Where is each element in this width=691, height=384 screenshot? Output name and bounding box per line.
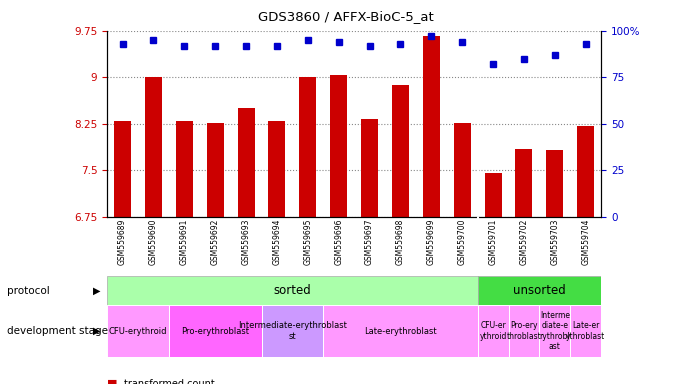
Bar [477, 305, 509, 357]
Bar [577, 126, 594, 384]
Bar [238, 108, 254, 384]
Text: GSM559696: GSM559696 [334, 218, 343, 265]
Text: Interme
diate-e
rythrobl
ast: Interme diate-e rythrobl ast [540, 311, 570, 351]
Text: GSM559702: GSM559702 [520, 218, 529, 265]
Text: Pro-erythroblast: Pro-erythroblast [181, 327, 249, 336]
Bar [570, 305, 601, 357]
Text: CFU-er
ythroid: CFU-er ythroid [480, 321, 507, 341]
Text: protocol: protocol [7, 286, 50, 296]
Bar [107, 276, 477, 305]
Text: ■: ■ [107, 379, 117, 384]
Bar [330, 75, 347, 384]
Text: Late-er
ythroblast: Late-er ythroblast [566, 321, 605, 341]
Text: unsorted: unsorted [513, 285, 566, 297]
Bar [145, 77, 162, 384]
Bar [107, 305, 169, 357]
Text: ▶: ▶ [93, 326, 100, 336]
Bar [207, 123, 224, 384]
Bar [509, 305, 540, 357]
Bar [423, 36, 440, 384]
Text: GSM559693: GSM559693 [242, 218, 251, 265]
Text: GSM559692: GSM559692 [211, 218, 220, 265]
Bar [169, 305, 261, 357]
Text: GSM559691: GSM559691 [180, 218, 189, 265]
Text: CFU-erythroid: CFU-erythroid [108, 327, 167, 336]
Bar [114, 121, 131, 384]
Text: GSM559698: GSM559698 [396, 218, 405, 265]
Text: Intermediate-erythroblast
st: Intermediate-erythroblast st [238, 321, 347, 341]
Text: GSM559694: GSM559694 [272, 218, 281, 265]
Bar [392, 85, 409, 384]
Text: GSM559689: GSM559689 [118, 218, 127, 265]
Text: GSM559704: GSM559704 [581, 218, 590, 265]
Bar [484, 173, 502, 384]
Text: GSM559695: GSM559695 [303, 218, 312, 265]
Bar [454, 123, 471, 384]
Bar [299, 77, 316, 384]
Bar [361, 119, 378, 384]
Text: Pro-ery
throblast: Pro-ery throblast [507, 321, 541, 341]
Text: GSM559703: GSM559703 [550, 218, 559, 265]
Bar [268, 121, 285, 384]
Bar [323, 305, 477, 357]
Text: GSM559690: GSM559690 [149, 218, 158, 265]
Bar [540, 305, 570, 357]
Bar [547, 150, 563, 384]
Bar [515, 149, 533, 384]
Text: GSM559700: GSM559700 [457, 218, 466, 265]
Bar [261, 305, 323, 357]
Text: GDS3860 / AFFX-BioC-5_at: GDS3860 / AFFX-BioC-5_at [258, 10, 433, 23]
Text: GSM559697: GSM559697 [365, 218, 374, 265]
Text: ▶: ▶ [93, 286, 100, 296]
Bar [477, 276, 601, 305]
Bar [176, 121, 193, 384]
Text: sorted: sorted [274, 285, 311, 297]
Text: Late-erythroblast: Late-erythroblast [364, 327, 437, 336]
Text: transformed count: transformed count [124, 379, 215, 384]
Text: GSM559701: GSM559701 [489, 218, 498, 265]
Text: GSM559699: GSM559699 [427, 218, 436, 265]
Text: development stage: development stage [7, 326, 108, 336]
